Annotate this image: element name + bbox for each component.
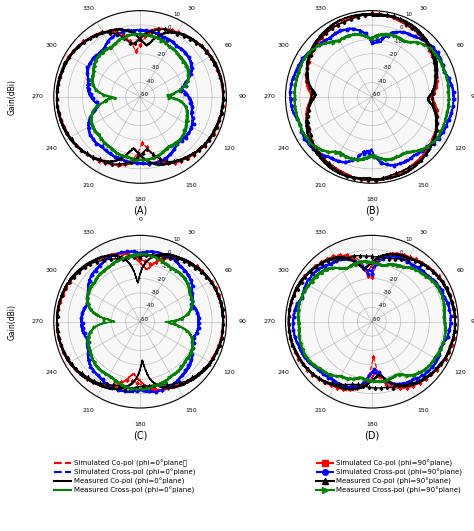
Legend: Simulated Co-pol (phi=90°plane), Simulated Cross-pol (phi=90°plane), Measured Co: Simulated Co-pol (phi=90°plane), Simulat… [313, 457, 465, 496]
Text: Gain(dBi): Gain(dBi) [8, 304, 17, 340]
Text: (A): (A) [133, 205, 147, 216]
Text: (C): (C) [133, 431, 147, 441]
Text: (D): (D) [364, 431, 380, 441]
Text: Gain(dBi): Gain(dBi) [8, 79, 17, 115]
Text: (B): (B) [365, 205, 379, 216]
